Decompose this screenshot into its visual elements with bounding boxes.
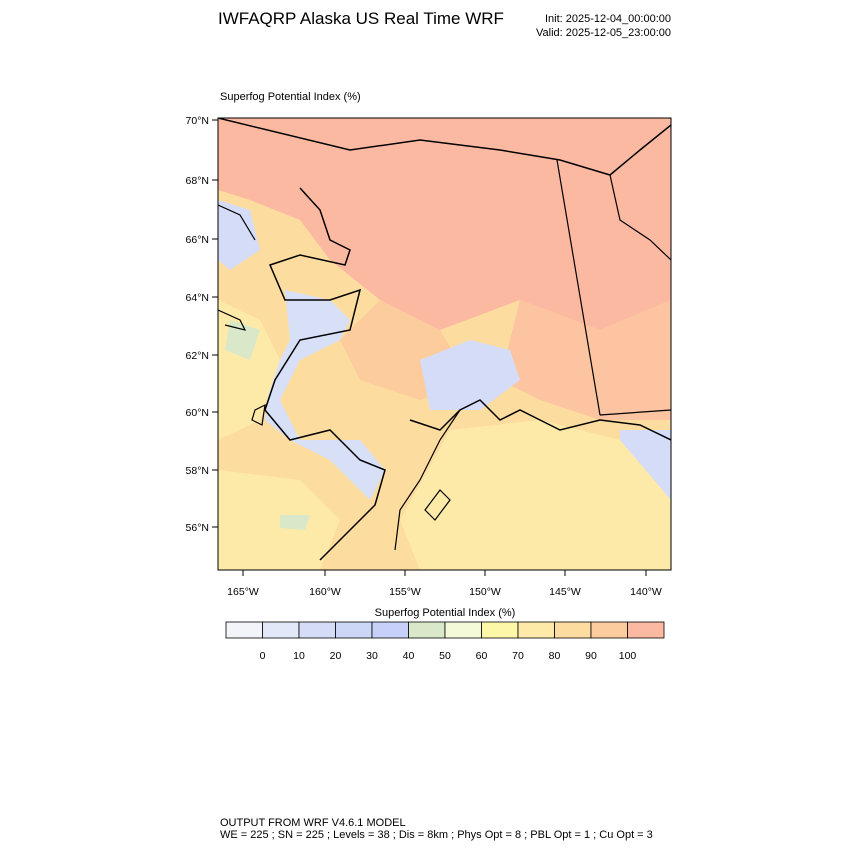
footer-details: WE = 225 ; SN = 225 ; Levels = 38 ; Dis … (220, 829, 653, 841)
colorbar-label: 20 (330, 650, 342, 662)
colorbar-box (590, 621, 628, 639)
map-title: Superfog Potential Index (%) (220, 91, 361, 103)
lon-label: 155°W (389, 586, 421, 598)
colorbar-label: 10 (293, 650, 305, 662)
colorbar-box (517, 621, 555, 639)
colorbar-box (371, 621, 409, 639)
lat-label: 60°N (186, 407, 209, 419)
title: IWFAQRP Alaska US Real Time WRF (218, 9, 504, 28)
colorbar-label: 70 (512, 650, 524, 662)
map-field (218, 118, 671, 570)
lat-label: 68°N (186, 175, 209, 187)
footer-model: OUTPUT FROM WRF V4.6.1 MODEL (220, 817, 406, 829)
colorbar-box (554, 621, 592, 639)
colorbar-title: Superfog Potential Index (%) (375, 607, 516, 619)
lat-label: 64°N (186, 292, 209, 304)
colorbar-label: 40 (403, 650, 415, 662)
lat-label: 62°N (186, 350, 209, 362)
colorbar-box (408, 621, 446, 639)
colorbar-label: 30 (366, 650, 378, 662)
lat-label: 70°N (186, 115, 209, 127)
lat-label: 56°N (186, 522, 209, 534)
lon-label: 145°W (549, 586, 581, 598)
lon-label: 165°W (227, 586, 259, 598)
colorbar-box (481, 621, 519, 639)
colorbar: 0 10 20 30 40 50 60 70 80 90 100 (225, 621, 665, 662)
colorbar-label: 100 (619, 650, 637, 662)
colorbar-label: 60 (476, 650, 488, 662)
colorbar-label: 80 (549, 650, 561, 662)
lat-label: 66°N (186, 234, 209, 246)
colorbar-box (627, 621, 665, 639)
colorbar-box (298, 621, 336, 639)
colorbar-box (444, 621, 482, 639)
map-axes: 70°N 68°N 66°N 64°N 62°N 60°N 58°N 56°N 165°W 160… (186, 115, 662, 598)
colorbar-label: 0 (260, 650, 266, 662)
lon-label: 150°W (469, 586, 501, 598)
lat-label: 58°N (186, 465, 209, 477)
init-time: Init: 2025-12-04_00:00:00 (545, 13, 671, 25)
map-frame (217, 117, 672, 571)
lon-label: 160°W (309, 586, 341, 598)
valid-time: Valid: 2025-12-05_23:00:00 (536, 27, 671, 39)
colorbar-box (335, 621, 373, 639)
colorbar-box (225, 621, 263, 639)
lon-label: 140°W (630, 586, 662, 598)
colorbar-label: 90 (585, 650, 597, 662)
colorbar-box (262, 621, 300, 639)
colorbar-label: 50 (439, 650, 451, 662)
